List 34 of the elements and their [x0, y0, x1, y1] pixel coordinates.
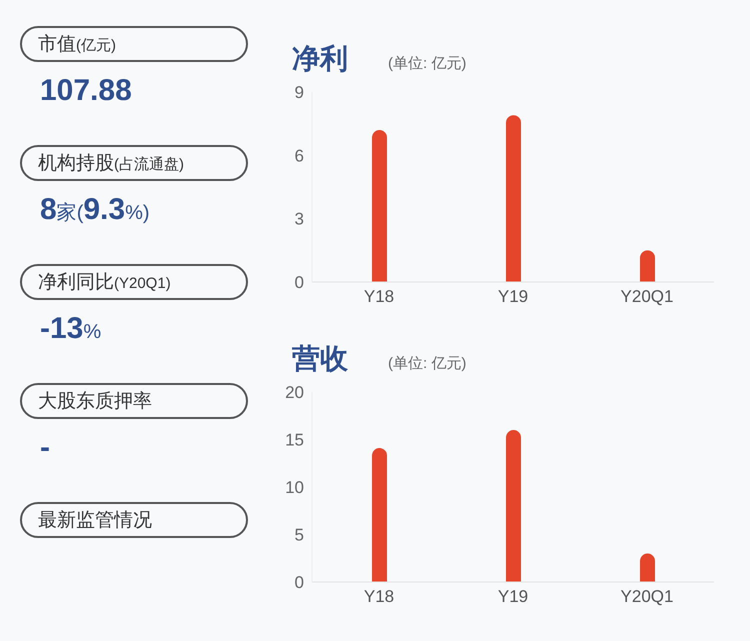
text: 净利同比(Y20Q1): [38, 271, 171, 295]
bar: [372, 130, 387, 282]
y-tick-label: 9: [294, 83, 304, 102]
y-tick-label: 15: [285, 430, 304, 450]
text: -13%: [40, 312, 102, 345]
text: 大股东质押率: [38, 390, 152, 414]
chart-title: 净利: [292, 42, 348, 76]
x-tick-label: Y20Q1: [620, 587, 674, 606]
y-tick-label: 10: [285, 478, 304, 498]
bar: [640, 554, 655, 582]
y-tick-label: 6: [294, 146, 304, 166]
text: 最新监管情况: [38, 509, 152, 533]
text: 107.88: [40, 74, 132, 107]
chart-title: 营收: [292, 342, 348, 376]
chart-subtitle: (单位: 亿元): [388, 354, 466, 373]
x-tick-label: Y19: [498, 287, 528, 306]
y-tick-label: 3: [294, 210, 304, 229]
bar: [372, 448, 387, 582]
y-tick-label: 20: [285, 383, 304, 402]
bar: [506, 430, 521, 582]
y-tick-label: 5: [294, 526, 304, 545]
text: 市值(亿元): [38, 33, 116, 57]
y-tick-label: 0: [294, 573, 304, 592]
bar: [506, 115, 521, 282]
bar: [640, 250, 655, 282]
x-tick-label: Y18: [364, 587, 394, 606]
x-tick-label: Y20Q1: [620, 287, 674, 306]
text: 8家(9.3%): [40, 193, 150, 226]
x-tick-label: Y19: [498, 587, 528, 606]
y-tick-label: 0: [294, 273, 304, 292]
text: 机构持股(占流通盘): [38, 152, 184, 176]
text: -: [40, 431, 50, 464]
chart-subtitle: (单位: 亿元): [388, 54, 466, 73]
x-tick-label: Y18: [364, 287, 394, 306]
